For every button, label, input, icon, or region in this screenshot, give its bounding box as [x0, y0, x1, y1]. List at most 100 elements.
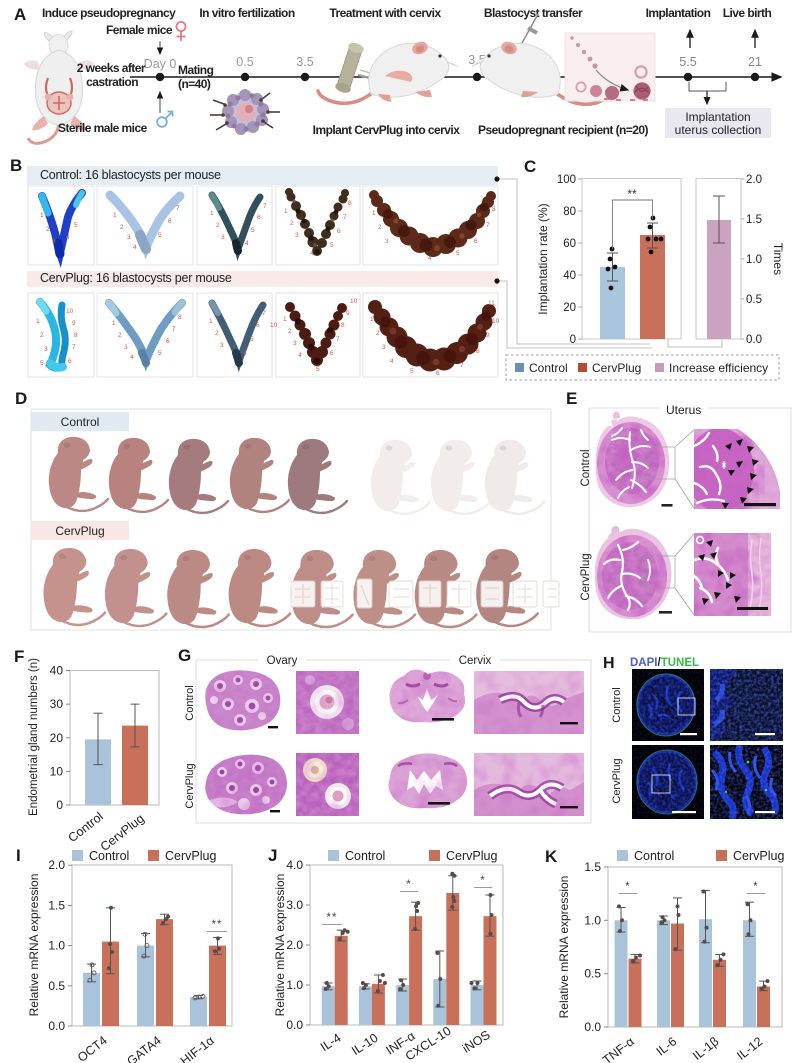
svg-text:*: * [480, 875, 485, 887]
svg-text:2: 2 [378, 224, 382, 231]
svg-text:5: 5 [74, 222, 78, 229]
svg-text:4: 4 [310, 250, 314, 257]
svg-text:0.5: 0.5 [236, 55, 253, 69]
svg-text:7: 7 [336, 336, 340, 343]
svg-text:Implantation rate (%): Implantation rate (%) [536, 203, 550, 314]
svg-text:5: 5 [158, 350, 162, 357]
svg-text:0.5: 0.5 [48, 979, 65, 993]
svg-text:2: 2 [46, 226, 50, 233]
svg-text:*: * [625, 881, 630, 893]
svg-text:CervPlug: CervPlug [611, 758, 623, 803]
svg-text:Relative mRNA expression: Relative mRNA expression [557, 876, 571, 1019]
svg-text:Control: Control [61, 415, 100, 429]
svg-text:CervPlug: CervPlug [165, 849, 216, 863]
svg-text:Control: Control [184, 685, 196, 720]
svg-text:uterus collection: uterus collection [675, 123, 762, 137]
svg-text:C: C [524, 157, 536, 176]
svg-text:**: ** [627, 187, 637, 201]
svg-text:9: 9 [72, 320, 76, 327]
svg-text:6: 6 [168, 218, 172, 225]
svg-text:Uterus: Uterus [666, 403, 701, 417]
svg-text:3: 3 [293, 340, 297, 347]
svg-text:9: 9 [346, 310, 350, 317]
svg-text:2: 2 [215, 330, 219, 337]
svg-text:7: 7 [486, 222, 490, 229]
svg-text:*: * [406, 879, 411, 891]
svg-text:2: 2 [118, 332, 122, 339]
svg-text:IL-1β: IL-1β [690, 1034, 721, 1063]
svg-text:3.5: 3.5 [296, 55, 313, 69]
svg-text:60: 60 [563, 238, 576, 250]
svg-text:H: H [603, 655, 615, 672]
svg-text:8: 8 [74, 332, 78, 339]
svg-text:1.5: 1.5 [48, 898, 65, 912]
svg-text:Mating: Mating [178, 63, 214, 77]
svg-text:1: 1 [284, 208, 288, 215]
svg-text:6: 6 [166, 338, 170, 345]
svg-text:1: 1 [113, 212, 117, 219]
svg-text:6: 6 [330, 350, 334, 357]
svg-text:Implantation: Implantation [646, 6, 711, 20]
svg-text:7: 7 [172, 326, 176, 333]
svg-text:1.0: 1.0 [746, 254, 762, 266]
svg-text:IL-10: IL-10 [349, 1031, 381, 1058]
svg-text:Control: Control [89, 849, 129, 863]
svg-text:castration: castration [86, 75, 138, 89]
svg-text:(n=40): (n=40) [178, 77, 211, 91]
svg-text:IL-12: IL-12 [734, 1034, 765, 1063]
svg-text:5: 5 [250, 336, 254, 343]
svg-text:7: 7 [263, 203, 267, 210]
svg-text:1: 1 [112, 320, 116, 327]
svg-text:1.0: 1.0 [286, 978, 303, 992]
svg-text:Implant CervPlug into cervix: Implant CervPlug into cervix [313, 123, 461, 137]
svg-text:A: A [14, 5, 26, 24]
svg-text:21: 21 [748, 55, 762, 69]
svg-text:0.5: 0.5 [584, 967, 601, 981]
svg-text:1: 1 [283, 316, 287, 323]
svg-text:0.0: 0.0 [746, 334, 762, 346]
svg-text:2: 2 [376, 330, 380, 337]
svg-text:1: 1 [209, 318, 213, 325]
svg-text:Increase efficiency: Increase efficiency [669, 361, 768, 375]
svg-text:K: K [545, 847, 558, 866]
svg-text:7: 7 [72, 344, 76, 351]
svg-text:8: 8 [178, 314, 182, 321]
svg-text:IL-4: IL-4 [318, 1031, 344, 1054]
svg-text:4: 4 [428, 255, 432, 262]
svg-text:2.0: 2.0 [286, 938, 303, 952]
svg-text:TNF-α: TNF-α [600, 1034, 637, 1063]
svg-text:10: 10 [50, 764, 64, 778]
svg-text:F: F [14, 647, 24, 666]
svg-text:3: 3 [220, 342, 224, 349]
svg-text:2: 2 [40, 332, 44, 339]
svg-text:CervPlug: CervPlug [733, 849, 784, 863]
svg-text:40: 40 [563, 270, 576, 282]
svg-text:1: 1 [36, 318, 40, 325]
svg-text:8: 8 [476, 348, 480, 355]
svg-text:Pseudopregnant recipient (n=20: Pseudopregnant recipient (n=20) [478, 123, 649, 137]
svg-text:10: 10 [66, 308, 74, 315]
svg-text:3: 3 [44, 346, 48, 353]
svg-text:Female mice: Female mice [106, 23, 173, 37]
svg-text:Day 0: Day 0 [144, 57, 177, 71]
svg-text:2.0: 2.0 [48, 858, 65, 872]
svg-text:4: 4 [298, 352, 302, 359]
svg-text:IL-6: IL-6 [654, 1034, 680, 1058]
svg-text:Times: Times [771, 243, 785, 275]
svg-text:2: 2 [216, 222, 220, 229]
svg-text:40: 40 [50, 664, 64, 678]
svg-text:*: * [753, 881, 758, 893]
svg-text:Cervix: Cervix [459, 655, 492, 667]
svg-text:5.5: 5.5 [679, 55, 696, 69]
svg-text:8: 8 [492, 206, 496, 213]
svg-text:3: 3 [127, 234, 131, 241]
svg-text:Sterile male mice: Sterile male mice [58, 121, 148, 135]
svg-text:3: 3 [221, 234, 225, 241]
svg-text:4: 4 [245, 240, 249, 247]
svg-text:30: 30 [50, 697, 64, 711]
svg-text:0: 0 [570, 334, 576, 346]
svg-text:3: 3 [382, 344, 386, 351]
svg-text:5: 5 [251, 227, 255, 234]
svg-text:6: 6 [337, 228, 341, 235]
svg-text:4: 4 [133, 244, 137, 251]
